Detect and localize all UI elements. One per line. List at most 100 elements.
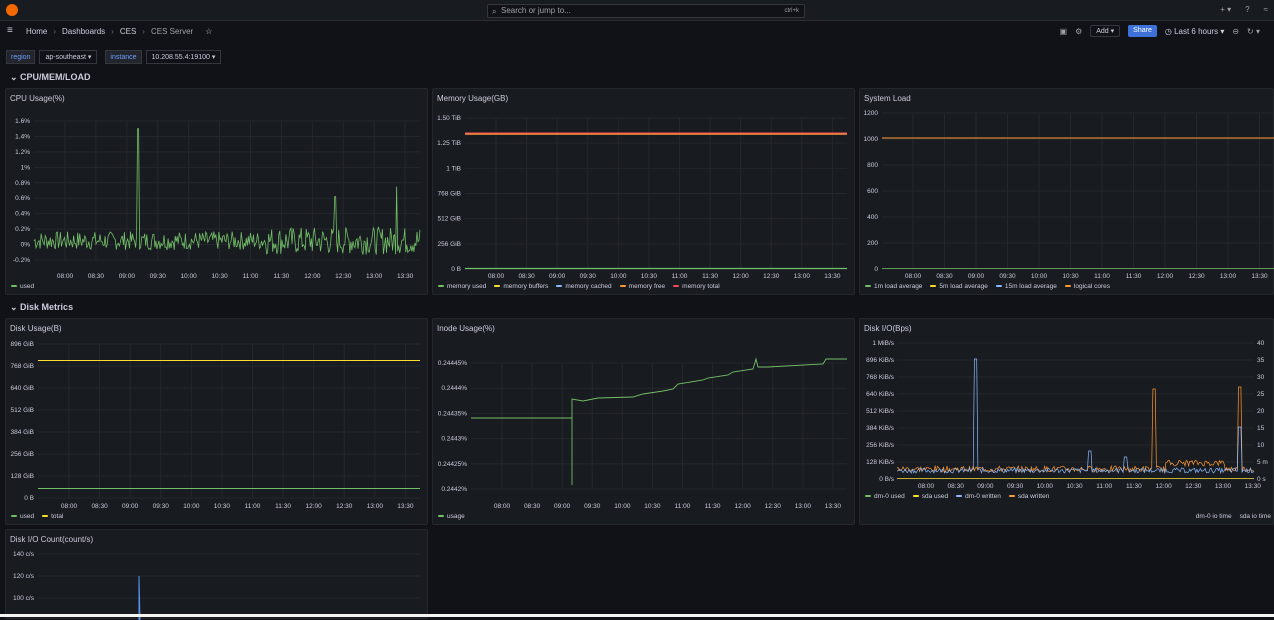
system-load-panel[interactable]: System Load 1200 1000 800 600 400 200 0 08:00 08… <box>859 88 1274 295</box>
save-icon[interactable]: ▣ <box>1059 26 1068 36</box>
search-placeholder: Search or jump to... <box>501 6 571 15</box>
x-tick-label: 13:00 <box>794 273 811 280</box>
y-tick-label: 1000 <box>864 136 879 143</box>
disk-io-chart: 1 MiB/s 896 KiB/s 768 KiB/s 640 KiB/s 512 Ki… <box>866 340 1268 490</box>
y-tick-label: 384 GiB <box>11 429 35 436</box>
y-tick-label: 256 KiB/s <box>866 442 895 449</box>
breadcrumb-home[interactable]: Home <box>26 27 48 36</box>
disk-usage-panel[interactable]: Disk Usage(B) 896 GiB 768 GiB 640 GiB 512 G… <box>5 318 428 525</box>
add-button[interactable]: Add ▾ <box>1090 25 1121 37</box>
legend-item-15m[interactable]: 15m load average <box>995 283 1057 290</box>
memory-usage-panel[interactable]: Memory Usage(GB) 1.50 TiB 1.25 TiB 1 TiB 76… <box>432 88 855 295</box>
row-disk-metrics[interactable]: ⌄ Disk Metrics <box>10 302 74 312</box>
x-tick-label: 08:00 <box>905 273 922 280</box>
menu-icon[interactable]: ≡ <box>7 25 13 36</box>
new-plus-icon[interactable]: + ▾ <box>1220 5 1232 14</box>
variable-select-instance[interactable]: 10.208.55.4:19100 ▾ <box>145 50 222 64</box>
legend-item-used[interactable]: used <box>11 513 34 520</box>
cpu-usage-panel[interactable]: CPU Usage(%) 1.6% 1.4% 1.2% 1% 0.8% 0.6% 0.4% 0… <box>5 88 428 295</box>
grafana-logo-icon[interactable] <box>6 4 18 16</box>
zoom-out-icon[interactable]: ⊖ <box>1232 26 1240 36</box>
x-tick-label: 09:30 <box>150 273 167 280</box>
top-bar: ⌕ Search or jump to... ctrl+k + ▾ ? ≈ <box>0 0 1274 21</box>
y-tick-label: 140 c/s <box>13 551 35 558</box>
y-tick-label: 1.2% <box>15 149 30 156</box>
x-tick-label: 09:00 <box>122 503 139 510</box>
inode-usage-panel[interactable]: Inode Usage(%) 0.24445% 0.2444% 0.24435% 0.… <box>432 318 855 525</box>
variables-bar: region ap-southeast ▾ instance 10.208.55… <box>6 50 225 64</box>
x-tick-label: 10:00 <box>1037 483 1054 490</box>
x-tick-label: 10:00 <box>183 503 200 510</box>
x-tick-label: 13:00 <box>795 503 812 510</box>
share-button[interactable]: Share <box>1128 25 1157 37</box>
x-tick-label: 13:00 <box>1215 483 1232 490</box>
legend-item-logical-cores[interactable]: logical cores <box>1064 283 1110 290</box>
variable-select-region[interactable]: ap-southeast ▾ <box>39 50 98 64</box>
row-cpu-mem-load[interactable]: ⌄ CPU/MEM/LOAD <box>10 72 91 82</box>
legend-item-memory-total[interactable]: memory total <box>673 283 720 290</box>
x-tick-label: 13:00 <box>366 273 383 280</box>
x-tick-label: 08:00 <box>61 503 78 510</box>
breadcrumb: Home › Dashboards › CES › CES Server ☆ <box>26 27 213 36</box>
top-icons: + ▾ ? ≈ <box>1220 5 1268 14</box>
y-tick-label: 640 GiB <box>11 385 35 392</box>
y-tick-label: 200 <box>867 240 878 247</box>
refresh-icon[interactable]: ↻ ▾ <box>1247 26 1260 36</box>
x-tick-label: 09:30 <box>580 273 597 280</box>
disk-io-panel[interactable]: Disk I/O(Bps) 1 MiB/s 896 KiB/s 768 KiB/s 6… <box>859 318 1274 525</box>
x-tick-label: 09:00 <box>968 273 985 280</box>
legend-item-total[interactable]: total <box>42 513 63 520</box>
y2-tick-label: 20 <box>1257 408 1265 415</box>
x-tick-label: 08:00 <box>488 273 505 280</box>
legend-item-memory-used[interactable]: memory used <box>438 283 486 290</box>
disk-io-count-panel[interactable]: Disk I/O Count(count/s) 140 c/s 120 c/s 10… <box>5 529 428 620</box>
legend: used <box>11 283 34 290</box>
legend-item-memory-buffers[interactable]: memory buffers <box>494 283 548 290</box>
legend-item-dm0-io-time[interactable]: dm-0 io time <box>1195 513 1232 520</box>
star-icon[interactable]: ☆ <box>205 27 213 36</box>
disk-usage-chart: 896 GiB 768 GiB 640 GiB 512 GiB 384 GiB 256 G… <box>11 341 420 510</box>
x-tick-label: 12:00 <box>733 273 750 280</box>
x-tick-label: 12:00 <box>1157 273 1174 280</box>
breadcrumb-ces[interactable]: CES <box>119 27 137 36</box>
variable-label-region: region <box>6 50 36 64</box>
legend-item-dm0-used[interactable]: dm-0 used <box>865 493 905 500</box>
dashboard-toolbar: ▣ ⚙ Add ▾ Share ◷ Last 6 hours ▾ ⊖ ↻ ▾ <box>1059 25 1260 37</box>
x-tick-label: 08:00 <box>918 483 935 490</box>
series-line-usage <box>471 357 847 485</box>
x-tick-label: 12:30 <box>1188 273 1205 280</box>
search-icon: ⌕ <box>492 7 497 16</box>
legend-item-1m[interactable]: 1m load average <box>865 283 922 290</box>
y2-tick-label: 40 <box>1257 340 1265 347</box>
y-tick-label: 1 MiB/s <box>872 340 894 347</box>
y2-tick-label: 5 m <box>1257 459 1268 466</box>
x-tick-label: 09:00 <box>549 273 566 280</box>
x-tick-label: 11:30 <box>1126 483 1142 490</box>
x-tick-label: 10:00 <box>610 273 627 280</box>
x-tick-label: 13:30 <box>397 503 414 510</box>
news-icon[interactable]: ≈ <box>1263 5 1268 14</box>
y-tick-label: 768 GiB <box>438 191 462 198</box>
legend-item-memory-cached[interactable]: memory cached <box>556 283 612 290</box>
time-range-picker[interactable]: ◷ Last 6 hours ▾ <box>1164 26 1225 36</box>
legend-item-5m[interactable]: 5m load average <box>930 283 988 290</box>
search-input[interactable]: ⌕ Search or jump to... ctrl+k <box>487 4 805 18</box>
x-tick-label: 10:30 <box>1066 483 1083 490</box>
legend-item-usage[interactable]: usage <box>438 513 465 520</box>
legend-item-memory-free[interactable]: memory free <box>619 283 665 290</box>
y2-tick-label: 25 <box>1257 391 1265 398</box>
help-icon[interactable]: ? <box>1245 5 1250 14</box>
legend-item-dm0-written[interactable]: dm-0 written <box>956 493 1001 500</box>
legend-item-used[interactable]: used <box>11 283 34 290</box>
y-tick-label: 0.2444% <box>441 385 467 392</box>
y-tick-label: 1 TiB <box>446 165 461 172</box>
y-tick-label: 512 GiB <box>438 216 462 223</box>
breadcrumb-dashboards[interactable]: Dashboards <box>62 27 106 36</box>
y-tick-label: 0.24425% <box>438 461 467 468</box>
settings-gear-icon[interactable]: ⚙ <box>1075 26 1083 36</box>
legend-item-sda-used[interactable]: sda used <box>912 493 948 500</box>
legend-item-sda-io-time[interactable]: sda io time <box>1239 513 1271 520</box>
legend-item-sda-written[interactable]: sda written <box>1008 493 1049 500</box>
x-tick-label: 11:30 <box>274 273 290 280</box>
x-tick-label: 09:00 <box>977 483 994 490</box>
